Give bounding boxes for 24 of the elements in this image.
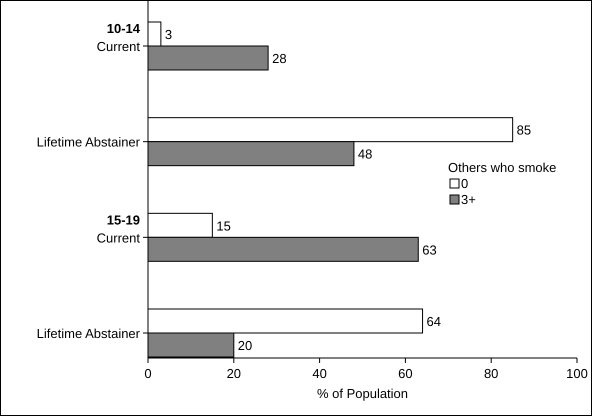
x-tick-label: 0	[144, 366, 152, 381]
y-tick-label: Lifetime Abstainer	[36, 326, 141, 341]
legend-title: Others who smoke	[448, 160, 556, 175]
data-label: 64	[426, 314, 442, 329]
x-tick-label: 100	[566, 366, 588, 381]
data-label: 15	[216, 218, 231, 234]
y-tick-label: Current	[96, 230, 140, 246]
data-label: 3	[164, 27, 172, 42]
data-label: 85	[516, 122, 532, 138]
data-label: 28	[272, 51, 287, 66]
x-axis-title: % of Population	[316, 386, 408, 401]
data-label: 63	[422, 242, 437, 258]
text: 15-19	[106, 212, 140, 228]
data-label: 48	[358, 146, 372, 162]
y-tick-label: Current	[96, 39, 140, 54]
legend-label: 0	[461, 176, 468, 191]
y-tick-label: Lifetime Abstainer	[36, 134, 141, 150]
text: 10-14	[106, 21, 141, 36]
x-tick-label: 20	[226, 366, 242, 381]
x-tick-label: 40	[312, 366, 327, 381]
x-tick-label: 80	[484, 366, 498, 381]
data-label: 20	[238, 338, 252, 353]
x-tick-label: 60	[398, 366, 413, 381]
legend-label: 3+	[461, 192, 476, 207]
